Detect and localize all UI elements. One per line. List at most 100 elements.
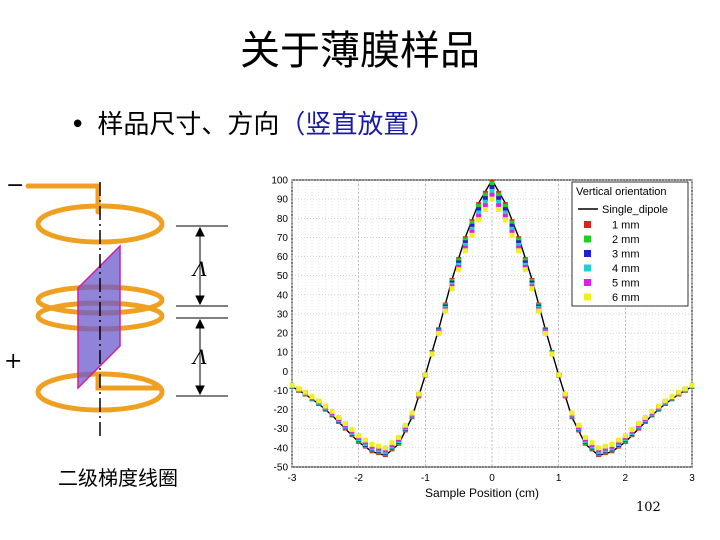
marker-6-mm	[316, 398, 322, 404]
marker-5-mm	[482, 203, 488, 209]
marker-2-mm	[509, 220, 515, 226]
marker-4-mm	[509, 226, 515, 232]
marker-6-mm	[536, 308, 542, 314]
y-tick-label: 90	[277, 195, 289, 206]
legend-box	[571, 181, 689, 307]
marker-6-mm	[296, 386, 302, 392]
marker-3-mm	[502, 207, 508, 213]
marker-4-mm	[469, 226, 475, 232]
x-tick-labels: -3 -2 -1 0 1 2 3	[288, 473, 696, 484]
marker-6-mm	[356, 433, 362, 439]
y-tick-label: -40	[274, 443, 289, 454]
marker-3-mm	[496, 196, 502, 202]
x-tick-label: -3	[288, 473, 297, 484]
lambda-dimensions	[176, 225, 228, 397]
y-tick-label: -30	[274, 424, 289, 435]
marker-6-mm	[329, 408, 335, 414]
plus-label: +	[4, 349, 22, 374]
legend-marker-swatch	[584, 264, 591, 272]
marker-6-mm	[569, 410, 575, 416]
legend-title: Vertical orientation	[576, 186, 667, 198]
marker-3-mm	[462, 240, 468, 246]
y-tick-label: -50	[274, 463, 289, 474]
marker-6-mm	[469, 232, 475, 238]
marker-6-mm	[602, 443, 608, 449]
coil-caption: 二级梯度线圈	[58, 466, 178, 490]
marker-6-mm	[362, 437, 368, 443]
y-tick-label: 50	[277, 271, 289, 282]
marker-6-mm	[336, 414, 342, 420]
marker-6-mm	[302, 389, 308, 395]
marker-6-mm	[676, 389, 682, 395]
x-tick-label: 0	[489, 473, 495, 484]
marker-6-mm	[369, 441, 375, 447]
legend-entry-label: 2 mm	[612, 234, 640, 246]
marker-6-mm	[462, 248, 468, 254]
marker-2-mm	[482, 192, 488, 198]
marker-6-mm	[529, 286, 535, 292]
marker-6-mm	[609, 441, 615, 447]
marker-5-mm	[496, 203, 502, 209]
sample-plate	[77, 244, 121, 390]
marker-6-mm	[416, 391, 422, 397]
y-tick-label: 30	[277, 309, 289, 320]
marker-4-mm	[489, 188, 495, 194]
marker-6-mm	[422, 372, 428, 378]
marker-6-mm	[449, 286, 455, 292]
marker-2-mm	[502, 203, 508, 209]
marker-5-mm	[489, 192, 495, 198]
y-tick-label: 60	[277, 252, 289, 263]
marker-6-mm	[682, 386, 688, 392]
marker-6-mm	[656, 403, 662, 409]
marker-6-mm	[502, 217, 508, 223]
marker-6-mm	[456, 267, 462, 273]
marker-5-mm	[516, 245, 522, 251]
y-tick-label: -20	[274, 405, 289, 416]
marker-6-mm	[509, 232, 515, 238]
marker-5-mm	[502, 213, 508, 219]
marker-3-mm	[476, 207, 482, 213]
marker-6-mm	[482, 206, 488, 212]
x-tick-label: -2	[354, 473, 363, 484]
coil-top-lead	[25, 183, 101, 215]
marker-6-mm	[436, 330, 442, 336]
bullet-paren-text: （竖直放置）	[279, 110, 436, 140]
marker-6-mm	[642, 414, 648, 420]
marker-6-mm	[622, 433, 628, 439]
legend-entry-label: 4 mm	[612, 263, 640, 275]
marker-3-mm	[469, 223, 475, 229]
marker-6-mm	[289, 382, 295, 388]
marker-6-mm	[549, 351, 555, 357]
marker-6-mm	[496, 206, 502, 212]
marker-2-mm	[516, 237, 522, 243]
marker-4-mm	[462, 242, 468, 248]
page-number: 102	[636, 500, 661, 515]
legend-entry-label: 3 mm	[612, 249, 640, 261]
marker-4-mm	[482, 199, 488, 205]
lambda-label-bottom: Λ	[191, 345, 207, 369]
minus-label: −	[6, 173, 24, 198]
x-axis-label: Sample Position (cm)	[425, 486, 539, 500]
x-tick-label: 3	[689, 473, 695, 484]
marker-3-mm	[509, 223, 515, 229]
marker-6-mm	[516, 248, 522, 254]
marker-2-mm	[469, 220, 475, 226]
marker-6-mm	[476, 217, 482, 223]
marker-6-mm	[542, 330, 548, 336]
marker-2-mm	[489, 181, 495, 187]
y-tick-label: 20	[277, 329, 289, 340]
marker-2-mm	[476, 203, 482, 209]
marker-6-mm	[396, 434, 402, 440]
y-tick-label: 40	[277, 290, 289, 301]
marker-4-mm	[496, 199, 502, 205]
legend-entry-label: 5 mm	[612, 278, 640, 290]
marker-4-mm	[516, 242, 522, 248]
marker-6-mm	[349, 427, 355, 433]
legend-marker-swatch	[584, 250, 591, 257]
coil-bottom-lead	[95, 375, 163, 391]
x-tick-label: 2	[623, 473, 629, 484]
marker-6-mm	[376, 443, 382, 449]
marker-6-mm	[342, 421, 348, 427]
marker-6-mm	[669, 394, 675, 400]
y-tick-label: 0	[282, 367, 288, 378]
